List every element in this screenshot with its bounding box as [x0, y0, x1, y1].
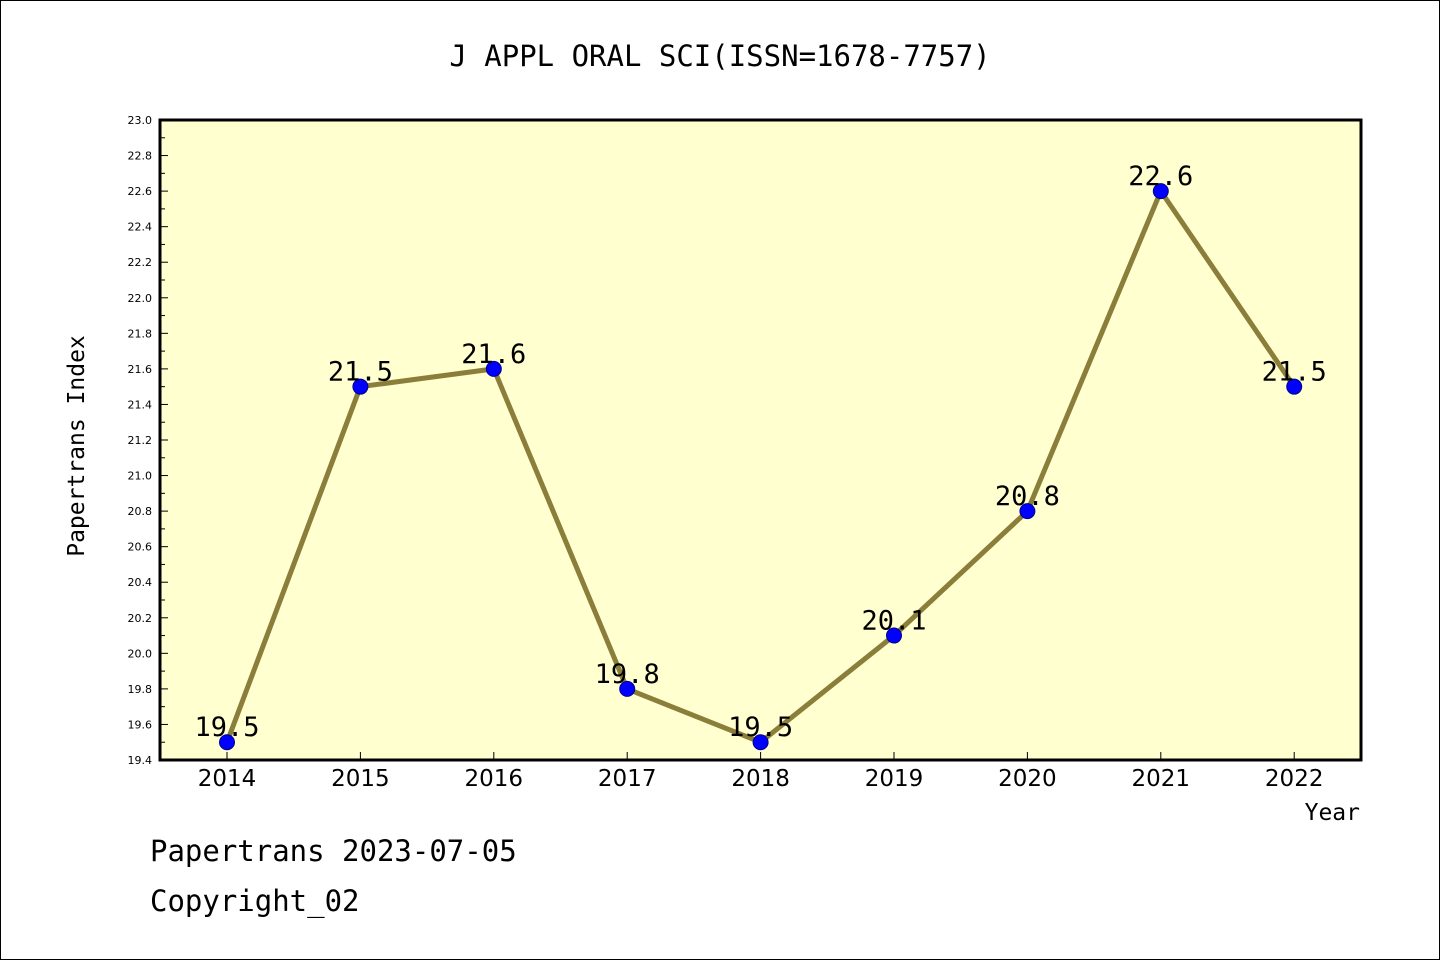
data-label: 19.8	[595, 659, 660, 690]
y-tick-label: 19.4	[128, 754, 153, 767]
y-tick-label: 20.8	[128, 505, 153, 518]
data-label: 19.5	[194, 712, 259, 743]
data-point	[1019, 503, 1036, 520]
x-tick-label: 2020	[998, 766, 1057, 792]
y-tick-label: 19.6	[128, 718, 153, 731]
y-tick-label: 21.0	[128, 470, 153, 483]
y-axis-label: Papertrans Index	[64, 335, 90, 557]
y-tick-label: 20.4	[128, 576, 153, 589]
x-tick-label: 2021	[1132, 766, 1191, 792]
plot-area	[160, 120, 1361, 760]
data-label: 22.6	[1128, 161, 1193, 192]
data-point	[485, 360, 502, 377]
y-tick-label: 21.8	[128, 327, 153, 340]
y-tick-label: 19.8	[128, 683, 153, 696]
x-tick-label: 2019	[865, 766, 924, 792]
y-tick-label: 21.4	[128, 398, 153, 411]
x-tick-label: 2017	[598, 766, 657, 792]
data-point	[886, 627, 902, 644]
y-tick-label: 22.8	[128, 150, 153, 163]
data-label: 20.8	[995, 481, 1060, 512]
y-tick-label: 20.0	[128, 647, 153, 660]
data-point	[352, 378, 369, 395]
x-tick-label: 2014	[198, 766, 257, 792]
data-points	[219, 183, 1303, 751]
data-point	[1152, 183, 1169, 200]
y-tick-label: 22.0	[128, 292, 153, 305]
data-point	[1286, 378, 1303, 395]
y-axis: 19.4 19.6 19.8 20.0 20.2 20.4 20.6 20.8 21.0 21.2…	[128, 114, 168, 767]
x-tick-label: 2022	[1265, 766, 1324, 792]
data-label: 20.1	[861, 606, 926, 637]
data-label: 21.5	[1262, 357, 1327, 388]
data-point	[619, 680, 636, 697]
y-tick-label: 22.6	[128, 185, 153, 198]
data-point	[752, 734, 769, 751]
footer-date: Papertrans 2023-07-05	[150, 834, 517, 868]
y-tick-label: 21.6	[128, 363, 153, 376]
y-tick-label: 21.2	[128, 434, 153, 447]
y-tick-label: 20.2	[128, 612, 153, 625]
x-tick-label: 2015	[331, 766, 390, 792]
y-tick-label: 22.4	[128, 221, 153, 234]
y-tick-label: 22.2	[128, 256, 153, 269]
x-tick-label: 2016	[465, 766, 524, 792]
data-labels: 19.5 21.5 21.6 19.8 19.5 20.1 20.8 22.6 21.5	[194, 161, 1326, 743]
plot-border	[158, 118, 1363, 762]
chart-title: J APPL ORAL SCI(ISSN=1678-7757)	[449, 39, 990, 73]
data-label: 19.5	[728, 712, 793, 743]
y-tick-label: 20.6	[128, 541, 153, 554]
x-tick-label: 2018	[731, 766, 790, 792]
data-label: 21.6	[461, 339, 526, 370]
data-point	[219, 734, 235, 751]
data-label: 21.5	[328, 357, 393, 388]
footer-copyright: Copyright_02	[150, 884, 360, 918]
x-axis: 2014 2015 2016 2017 2018 2019 2020 2021 2022	[198, 752, 1324, 792]
x-axis-label: Year	[1305, 800, 1360, 826]
y-tick-label: 23.0	[128, 114, 153, 127]
